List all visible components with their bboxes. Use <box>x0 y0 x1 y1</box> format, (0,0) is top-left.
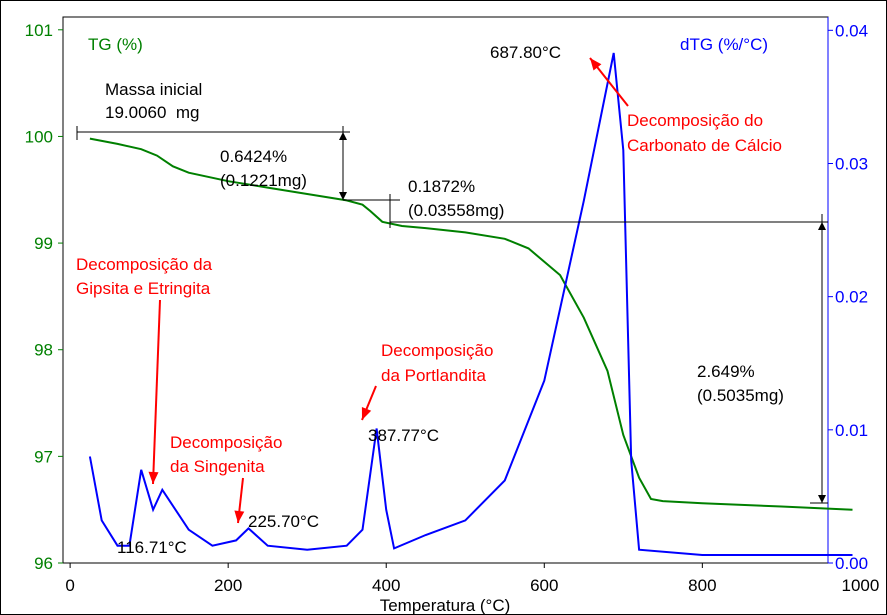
arrow <box>152 299 161 485</box>
x-tick-label: 200 <box>214 576 242 595</box>
annotation: (0.5035mg) <box>697 386 784 405</box>
series-line <box>89 137 853 511</box>
y-tick-label: 100 <box>25 127 53 146</box>
annotation: da Portlandita <box>381 366 486 385</box>
arrow-head <box>818 222 826 230</box>
annotation: 387.77°C <box>368 426 439 445</box>
annotation: 116.71°C <box>117 538 187 557</box>
y2-tick-label: 0.04 <box>835 21 868 40</box>
arrow-head <box>818 495 826 503</box>
arrow-head <box>361 407 372 420</box>
x-tick-label: 600 <box>530 576 558 595</box>
y-tick-label: 99 <box>34 234 53 253</box>
y2-tick-label: 0.01 <box>835 421 868 440</box>
annotation: 687.80°C <box>490 43 561 62</box>
annotation: 19.0060 mg <box>105 103 200 122</box>
y2-tick-label: 0.02 <box>835 288 868 307</box>
y-tick-label: 101 <box>25 21 53 40</box>
annotation: 225.70°C <box>248 512 319 531</box>
annotation: Decomposição <box>170 433 282 452</box>
annotation: 2.649% <box>697 362 755 381</box>
arrow-head <box>339 132 347 140</box>
annotation: da Singenita <box>170 457 265 476</box>
y-tick-label: 98 <box>34 341 53 360</box>
annotation: Gipsita e Etringita <box>76 279 211 298</box>
series-name: dTG (%/°C) <box>680 35 768 54</box>
annotation: Massa inicial <box>105 80 202 99</box>
series-name: TG (%) <box>88 35 143 54</box>
y2-tick-label: 0.03 <box>835 154 868 173</box>
annotation: Decomposição <box>381 341 493 360</box>
x-tick-label: 1000 <box>841 576 879 595</box>
x-axis-label: Temperatura (°C) <box>380 596 511 615</box>
arrow-head <box>590 58 602 71</box>
annotation: Decomposição do <box>627 111 763 130</box>
annotation: (0.1221mg) <box>220 171 307 190</box>
arrow-head <box>339 192 347 200</box>
series-line <box>88 52 853 556</box>
annotation: (0.03558mg) <box>408 201 504 220</box>
y-tick-label: 97 <box>34 447 53 466</box>
x-tick-label: 0 <box>65 576 74 595</box>
annotation: Decomposição da <box>76 255 213 274</box>
y-tick-label: 96 <box>34 554 53 573</box>
arrow-head <box>148 471 159 484</box>
x-tick-label: 400 <box>372 576 400 595</box>
annotation: 0.6424% <box>220 147 287 166</box>
x-tick-label: 800 <box>688 576 716 595</box>
annotation: Carbonato de Cálcio <box>627 136 782 155</box>
arrow-head <box>234 510 245 523</box>
annotation: 0.1872% <box>408 177 475 196</box>
y2-tick-label: 0.00 <box>835 554 868 573</box>
